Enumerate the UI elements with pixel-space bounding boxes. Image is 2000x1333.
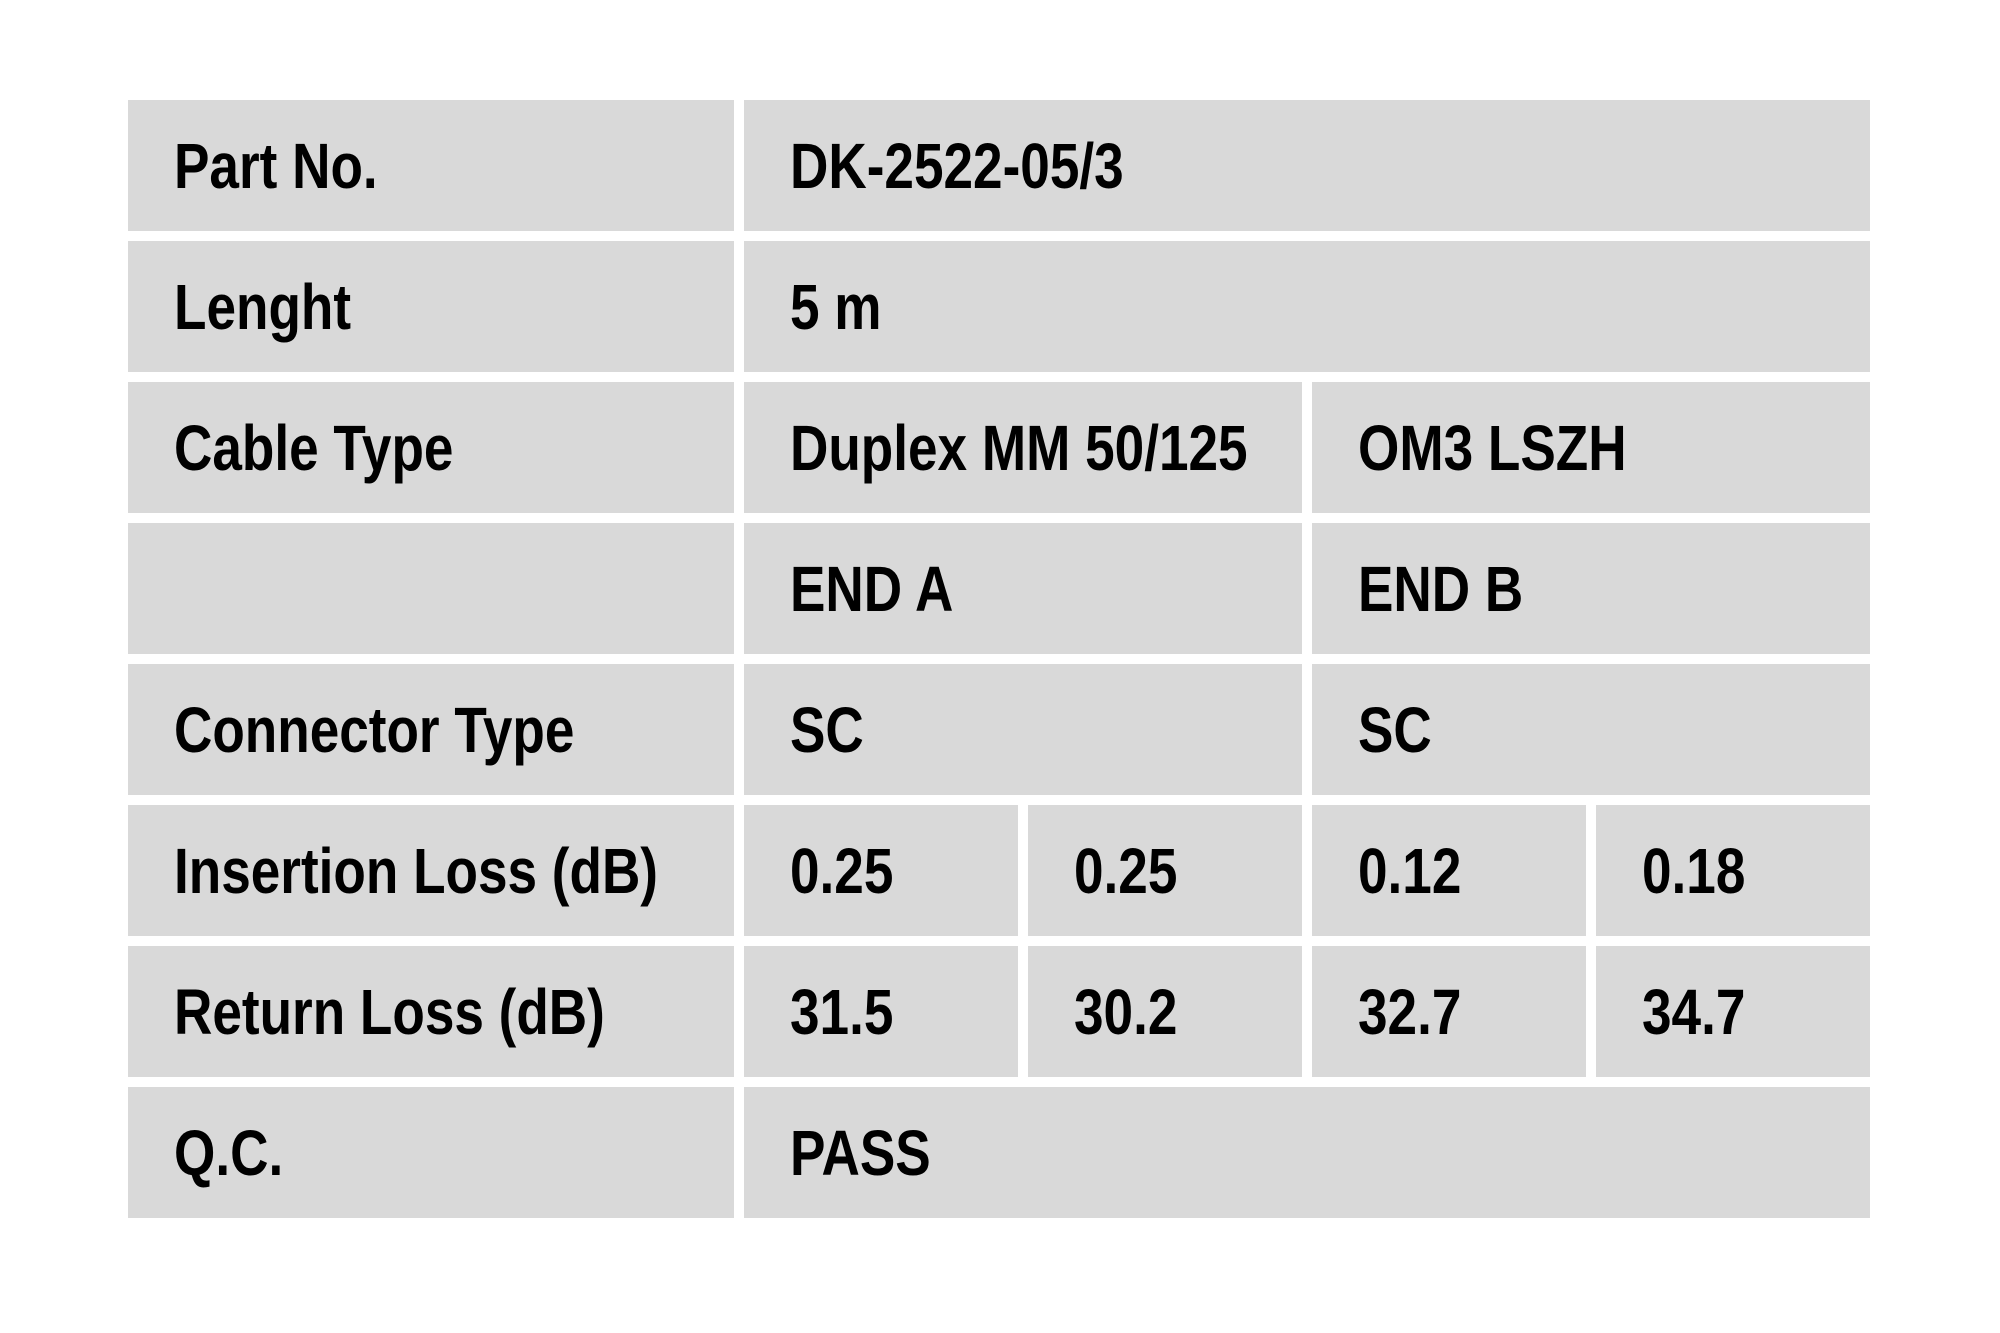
- cell-cable-type-end-b: OM3 LSZH: [1312, 382, 1870, 513]
- cell-end-a-header: END A: [744, 523, 1302, 654]
- part-no-label: Part No.: [174, 129, 378, 202]
- cell-cable-type-end-a: Duplex MM 50/125: [744, 382, 1302, 513]
- row-length: Lenght 5 m: [128, 241, 1870, 372]
- return-loss-end-b-1: 32.7: [1358, 975, 1462, 1048]
- length-label: Lenght: [174, 270, 352, 343]
- end-b-header: END B: [1358, 552, 1524, 625]
- row-connector-type: Connector Type SC SC: [128, 664, 1870, 795]
- cell-insertion-loss-end-b-2: 0.18: [1596, 805, 1870, 936]
- row-insertion-loss: Insertion Loss (dB) 0.25 0.25 0.12 0.18: [128, 805, 1870, 936]
- row-qc: Q.C. PASS: [128, 1087, 1870, 1218]
- row-part-no: Part No. DK-2522-05/3: [128, 100, 1870, 231]
- insertion-loss-end-a-1: 0.25: [790, 834, 894, 907]
- return-loss-end-a-1: 31.5: [790, 975, 894, 1048]
- cell-connector-type-end-b: SC: [1312, 664, 1870, 795]
- row-return-loss: Return Loss (dB) 31.5 30.2 32.7 34.7: [128, 946, 1870, 1077]
- part-no-value: DK-2522-05/3: [790, 129, 1124, 202]
- return-loss-label: Return Loss (dB): [174, 975, 605, 1048]
- cell-return-loss-end-a-1: 31.5: [744, 946, 1018, 1077]
- cell-connector-type-label: Connector Type: [128, 664, 734, 795]
- insertion-loss-end-b-1: 0.12: [1358, 834, 1462, 907]
- cell-qc-label: Q.C.: [128, 1087, 734, 1218]
- qc-label: Q.C.: [174, 1116, 284, 1189]
- cell-insertion-loss-end-a-2: 0.25: [1028, 805, 1302, 936]
- length-value: 5 m: [790, 270, 882, 343]
- cell-part-no-label: Part No.: [128, 100, 734, 231]
- cell-return-loss-end-a-2: 30.2: [1028, 946, 1302, 1077]
- cable-type-end-a-value: Duplex MM 50/125: [790, 411, 1248, 484]
- connector-type-end-b-value: SC: [1358, 693, 1432, 766]
- cell-cable-type-label: Cable Type: [128, 382, 734, 513]
- cell-insertion-loss-label: Insertion Loss (dB): [128, 805, 734, 936]
- row-end-header: END A END B: [128, 523, 1870, 654]
- insertion-loss-end-b-2: 0.18: [1642, 834, 1746, 907]
- return-loss-end-b-2: 34.7: [1642, 975, 1746, 1048]
- cable-type-label: Cable Type: [174, 411, 454, 484]
- return-loss-end-a-2: 30.2: [1074, 975, 1178, 1048]
- insertion-loss-label: Insertion Loss (dB): [174, 834, 658, 907]
- cable-type-end-b-value: OM3 LSZH: [1358, 411, 1627, 484]
- connector-type-end-a-value: SC: [790, 693, 864, 766]
- insertion-loss-end-a-2: 0.25: [1074, 834, 1178, 907]
- cell-return-loss-label: Return Loss (dB): [128, 946, 734, 1077]
- connector-type-label: Connector Type: [174, 693, 575, 766]
- cell-insertion-loss-end-a-1: 0.25: [744, 805, 1018, 936]
- cell-return-loss-end-b-2: 34.7: [1596, 946, 1870, 1077]
- cell-part-no-value: DK-2522-05/3: [744, 100, 1870, 231]
- cell-length-value: 5 m: [744, 241, 1870, 372]
- cell-end-b-header: END B: [1312, 523, 1870, 654]
- qc-value: PASS: [790, 1116, 931, 1189]
- cell-return-loss-end-b-1: 32.7: [1312, 946, 1586, 1077]
- spec-table: Part No. DK-2522-05/3 Lenght 5 m Cable T…: [118, 90, 1880, 1228]
- cell-connector-type-end-a: SC: [744, 664, 1302, 795]
- row-cable-type: Cable Type Duplex MM 50/125 OM3 LSZH: [128, 382, 1870, 513]
- cell-end-header-empty: [128, 523, 734, 654]
- end-a-header: END A: [790, 552, 954, 625]
- cell-length-label: Lenght: [128, 241, 734, 372]
- cell-qc-value: PASS: [744, 1087, 1870, 1218]
- cell-insertion-loss-end-b-1: 0.12: [1312, 805, 1586, 936]
